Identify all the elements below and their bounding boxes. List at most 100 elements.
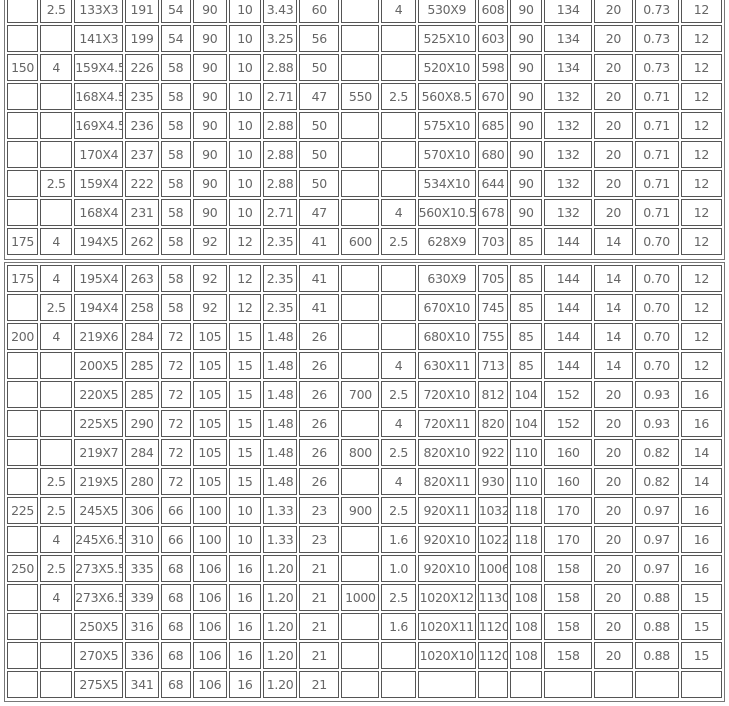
- table-cell: 900: [341, 497, 380, 524]
- table-cell: 0.70: [634, 352, 679, 379]
- table-cell: 169X4.5: [74, 112, 124, 139]
- table-cell: 15: [228, 381, 262, 408]
- table-cell: 20: [594, 642, 633, 669]
- table-cell: 628X9: [417, 228, 476, 255]
- table-cell: 1020X10: [417, 642, 476, 669]
- table-cell: 12: [680, 323, 722, 350]
- table-cell: 47: [299, 83, 340, 110]
- table-cell: 1120: [477, 642, 508, 669]
- table-cell: [341, 468, 380, 495]
- table-cell: 222: [125, 170, 159, 197]
- table-cell: 0.88: [634, 642, 679, 669]
- table-cell: [341, 642, 380, 669]
- table-cell: 316: [125, 613, 159, 640]
- table-cell: 21: [299, 642, 340, 669]
- table-cell: 0.71: [634, 170, 679, 197]
- table-row: 4 245X6.5 310 66 100 10 1.33 23 1.6 920X10 1022 118…: [7, 526, 722, 553]
- table-cell: 745: [477, 294, 508, 321]
- table-cell: 16: [680, 497, 722, 524]
- table-cell: 20: [594, 468, 633, 495]
- table-cell: 1.48: [263, 439, 298, 466]
- table-cell: 54: [160, 0, 191, 23]
- table-cell: [341, 0, 380, 23]
- table-cell: 20: [594, 0, 633, 23]
- table-cell: 0.70: [634, 294, 679, 321]
- table-cell: [341, 25, 380, 52]
- table-cell: 90: [510, 170, 543, 197]
- table-cell: 2.5: [40, 468, 73, 495]
- table-cell: 0.82: [634, 468, 679, 495]
- table-row: 141X3 199 54 90 10 3.25 56 525X10 603 90 134 20 0.73…: [7, 25, 722, 52]
- table-cell: 72: [160, 468, 191, 495]
- table-cell: 158: [544, 613, 593, 640]
- table-cell: 20: [594, 83, 633, 110]
- table-cell: 262: [125, 228, 159, 255]
- table-cell: 10: [228, 0, 262, 23]
- table-cell: 336: [125, 642, 159, 669]
- table-cell: 0.70: [634, 323, 679, 350]
- table-cell: 15: [228, 323, 262, 350]
- table-cell: 12: [680, 265, 722, 292]
- table-cell: [341, 170, 380, 197]
- table-cell: 72: [160, 352, 191, 379]
- table-cell: 170: [544, 497, 593, 524]
- table-cell: 21: [299, 671, 340, 698]
- table-cell: [341, 671, 380, 698]
- table-cell: 58: [160, 265, 191, 292]
- table-cell: 2.88: [263, 170, 298, 197]
- table-cell: 90: [510, 54, 543, 81]
- table-cell: 0.97: [634, 497, 679, 524]
- table-cell: 58: [160, 83, 191, 110]
- table-cell: 58: [160, 170, 191, 197]
- table-cell: 132: [544, 170, 593, 197]
- table-cell: [7, 199, 39, 226]
- table-cell: 0.82: [634, 439, 679, 466]
- table-cell: 14: [594, 323, 633, 350]
- table-row: 2.5 219X5 280 72 105 15 1.48 26 4 820X11 930 110 160…: [7, 468, 722, 495]
- table-cell: 335: [125, 555, 159, 582]
- table-cell: 250X5: [74, 613, 124, 640]
- table-cell: 0.73: [634, 0, 679, 23]
- table-cell: 168X4: [74, 199, 124, 226]
- table-cell: 525X10: [417, 25, 476, 52]
- table-cell: 23: [299, 497, 340, 524]
- table-cell: 16: [680, 410, 722, 437]
- table-cell: 160: [544, 439, 593, 466]
- table-cell: 72: [160, 439, 191, 466]
- table-cell: 0.97: [634, 526, 679, 553]
- table-cell: 270X5: [74, 642, 124, 669]
- table-cell: 12: [680, 228, 722, 255]
- table-cell: [40, 199, 73, 226]
- table-cell: [40, 381, 73, 408]
- table-cell: 110: [510, 439, 543, 466]
- table-cell: [7, 439, 39, 466]
- table-row: 170X4 237 58 90 10 2.88 50 570X10 680 90 132 20 0.71…: [7, 141, 722, 168]
- table-row: 200X5 285 72 105 15 1.48 26 4 630X11 713 85 144 14 0.…: [7, 352, 722, 379]
- table-cell: 713: [477, 352, 508, 379]
- table-cell: [7, 671, 39, 698]
- table-cell: 90: [192, 25, 227, 52]
- table-cell: 20: [594, 497, 633, 524]
- table-row: 220X5 285 72 105 15 1.48 26 700 2.5 720X10 812 104 1…: [7, 381, 722, 408]
- table-cell: 644: [477, 170, 508, 197]
- table-cell: 159X4: [74, 170, 124, 197]
- table-cell: 670X10: [417, 294, 476, 321]
- table-cell: 1.33: [263, 526, 298, 553]
- table-cell: 1022: [477, 526, 508, 553]
- table-cell: 15: [228, 410, 262, 437]
- table-cell: 72: [160, 410, 191, 437]
- table-row: 2.5 159X4 222 58 90 10 2.88 50 534X10 644 90 132 20 0…: [7, 170, 722, 197]
- table-row: 2.5 133X3 191 54 90 10 3.43 60 4 530X9 608 90 134 20 0…: [7, 0, 722, 23]
- table-cell: [7, 613, 39, 640]
- table-cell: 58: [160, 112, 191, 139]
- table-cell: 92: [192, 228, 227, 255]
- table-cell: 12: [680, 294, 722, 321]
- table-cell: 1.6: [381, 613, 416, 640]
- table-cell: 26: [299, 323, 340, 350]
- table-cell: 50: [299, 170, 340, 197]
- table-cell: [341, 112, 380, 139]
- table-cell: [40, 352, 73, 379]
- table-cell: 108: [510, 642, 543, 669]
- table-cell: 14: [594, 265, 633, 292]
- table-cell: 2.5: [40, 497, 73, 524]
